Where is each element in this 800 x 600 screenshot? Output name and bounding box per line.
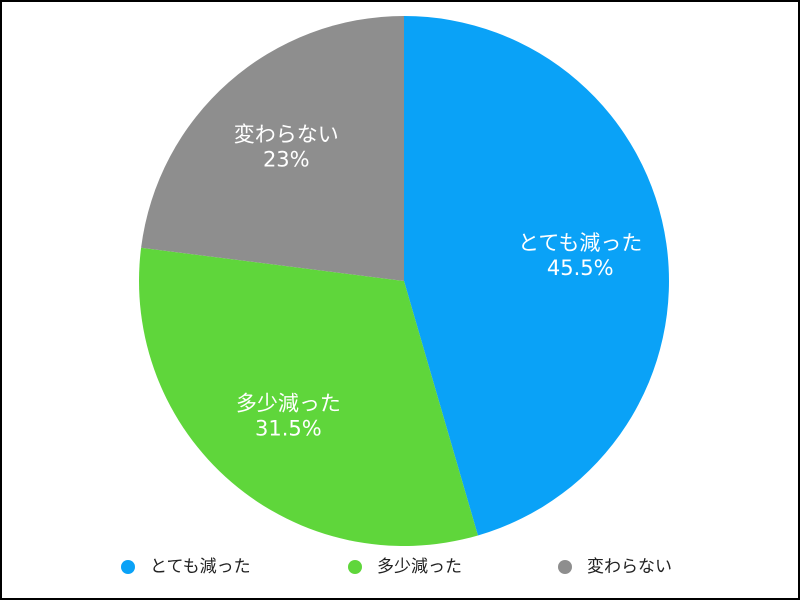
- legend-swatch: [558, 560, 572, 574]
- pie-slice: [141, 16, 404, 281]
- legend-swatch: [348, 560, 362, 574]
- legend-swatch: [121, 560, 135, 574]
- slice-value-label: 23%: [263, 147, 310, 171]
- slice-value-label: 45.5%: [547, 256, 614, 280]
- slice-value-label: 31.5%: [255, 416, 322, 440]
- slice-category-label: とても減った: [518, 231, 642, 255]
- pie-slice: [138, 247, 478, 547]
- slice-category-label: 変わらない: [234, 122, 339, 146]
- legend-label: 多少減った: [377, 557, 462, 577]
- pie-slice: [404, 16, 670, 536]
- legend-label: 変わらない: [587, 557, 672, 577]
- slice-category-label: 多少減った: [236, 391, 341, 415]
- legend-label: とても減った: [150, 557, 251, 577]
